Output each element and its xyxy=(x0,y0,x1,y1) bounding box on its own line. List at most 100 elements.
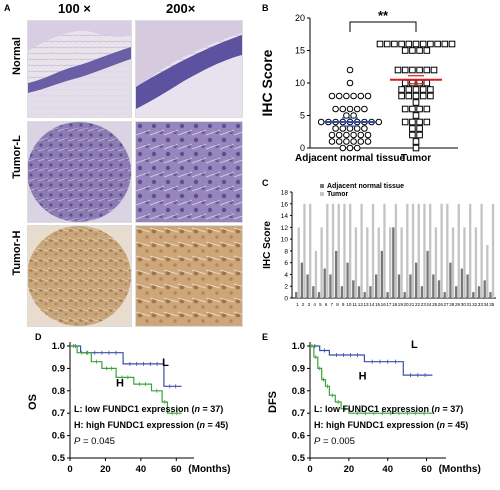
legend-swatch-adjacent-normal xyxy=(320,184,324,188)
legend-count: = 37) xyxy=(200,404,223,414)
bar-tumor xyxy=(434,227,438,298)
x-tick-label: 40 xyxy=(136,464,147,475)
bar-tumor xyxy=(314,250,318,298)
data-point-tumor xyxy=(416,125,423,132)
micrograph-normal-200x xyxy=(135,20,243,118)
data-point-tumor xyxy=(416,131,423,139)
data-point-adjacent-normal xyxy=(353,144,361,152)
y-tick-label: 10 xyxy=(281,237,289,244)
bar-adjacent-normal xyxy=(397,274,401,298)
data-point-tumor xyxy=(427,86,434,93)
survival-curve-h xyxy=(70,345,182,414)
x-tick-label: 12 xyxy=(358,302,364,307)
legend-text: high FUNDC1 expression ( xyxy=(324,420,440,430)
legend-text: low FUNDC1 expression ( xyxy=(323,404,435,414)
data-point-tumor xyxy=(441,40,449,48)
bar-tumor xyxy=(451,227,455,298)
p-symbol: P xyxy=(314,436,321,447)
data-point-adjacent-normal xyxy=(357,138,365,145)
y-tick-label: 8 xyxy=(284,248,288,255)
legend-key: L: xyxy=(74,404,83,414)
bar-adjacent-normal xyxy=(472,292,475,298)
x-tick-label: 6 xyxy=(325,302,328,307)
survival-curve-l xyxy=(70,345,182,387)
bar-tumor xyxy=(366,227,369,298)
x-tick-label: 29 xyxy=(455,302,461,307)
bar-adjacent-normal xyxy=(352,280,355,298)
y-tick-label: 0.5 xyxy=(292,453,306,464)
x-tick-label: 11 xyxy=(352,302,357,307)
data-point-adjacent-normal xyxy=(328,131,336,139)
y-tick-label: 0.6 xyxy=(292,431,305,442)
data-point-adjacent-normal xyxy=(350,131,357,139)
x-tick-label: 1 xyxy=(296,302,299,307)
micrograph-tumor-h-100x xyxy=(27,225,132,327)
x-category-label: Adjacent normal tissue xyxy=(295,153,405,164)
x-tick-label: 34 xyxy=(484,302,490,307)
x-tick-label: 20 xyxy=(404,302,410,307)
column-header-200x: 200× xyxy=(166,1,196,16)
x-tick-label: 2 xyxy=(302,302,305,307)
legend-key: H: xyxy=(314,420,324,430)
x-axis-label: (Months) xyxy=(439,464,481,475)
bar-tumor xyxy=(360,203,363,298)
x-tick-label: 19 xyxy=(398,302,404,307)
data-point-tumor xyxy=(398,40,405,48)
data-point-tumor xyxy=(416,47,423,54)
legend-text: low FUNDC1 expression ( xyxy=(83,404,195,414)
curve-label-l: L xyxy=(162,357,169,369)
data-point-tumor xyxy=(412,144,420,152)
bar-tumor xyxy=(383,203,386,298)
data-point-adjacent-normal xyxy=(335,92,343,100)
y-tick-label: 15 xyxy=(295,46,305,56)
x-tick-label: 26 xyxy=(438,302,444,307)
data-point-tumor xyxy=(416,105,423,113)
data-point-adjacent-normal xyxy=(350,138,357,145)
bar-adjacent-normal xyxy=(455,286,458,298)
row-label-tumor-l: Tumor-L xyxy=(11,135,23,179)
data-point-adjacent-normal xyxy=(339,144,347,152)
x-tick-label: 16 xyxy=(381,302,387,307)
data-point-tumor xyxy=(401,79,409,87)
bar-adjacent-normal xyxy=(317,292,321,298)
micrograph-tumor-h-200x xyxy=(135,225,243,327)
bar-adjacent-normal xyxy=(432,274,435,298)
bar-tumor xyxy=(389,227,392,298)
x-tick-label: 4 xyxy=(313,302,316,307)
bar-adjacent-normal xyxy=(335,250,338,298)
y-tick-label: 6 xyxy=(284,260,288,267)
data-point-adjacent-normal xyxy=(335,138,343,145)
bar-tumor xyxy=(491,203,495,298)
chart-b: 0 5 10 15 20 IHC Score Adjacent normal tissueT… xyxy=(259,10,458,164)
bar-tumor xyxy=(354,227,358,298)
bar-adjacent-normal xyxy=(295,292,298,298)
x-tick-label: 17 xyxy=(386,302,392,307)
y-tick-label: 14 xyxy=(281,213,289,220)
y-tick-label: 18 xyxy=(281,190,289,197)
legend-key: H: xyxy=(74,420,84,430)
x-tick-label: 24 xyxy=(426,302,432,307)
bar-adjacent-normal xyxy=(403,292,406,298)
y-tick-label: 0 xyxy=(284,296,288,303)
x-tick-label: 35 xyxy=(489,302,495,307)
bar-adjacent-normal xyxy=(415,262,418,298)
bar-adjacent-normal xyxy=(443,292,446,298)
data-point-adjacent-normal xyxy=(364,138,372,145)
data-point-adjacent-normal xyxy=(317,118,325,126)
bar-tumor xyxy=(423,203,426,298)
legend-line-high: H: high FUNDC1 expression (n = 45) xyxy=(74,420,228,430)
x-tick-label: 20 xyxy=(100,464,111,475)
bar-adjacent-normal xyxy=(392,227,395,298)
bar-tumor xyxy=(331,203,335,298)
legend-n: n xyxy=(435,404,441,414)
bar-adjacent-normal xyxy=(466,274,469,298)
data-point-tumor xyxy=(423,47,431,54)
data-point-tumor xyxy=(412,99,420,106)
bar-tumor xyxy=(406,203,409,298)
bar-tumor xyxy=(469,203,472,298)
data-point-adjacent-normal xyxy=(357,131,365,139)
data-point-adjacent-normal xyxy=(353,105,361,113)
data-point-tumor xyxy=(401,66,409,74)
y-tick-label: 12 xyxy=(281,225,289,232)
p-value: P = 0.005 xyxy=(314,436,355,447)
